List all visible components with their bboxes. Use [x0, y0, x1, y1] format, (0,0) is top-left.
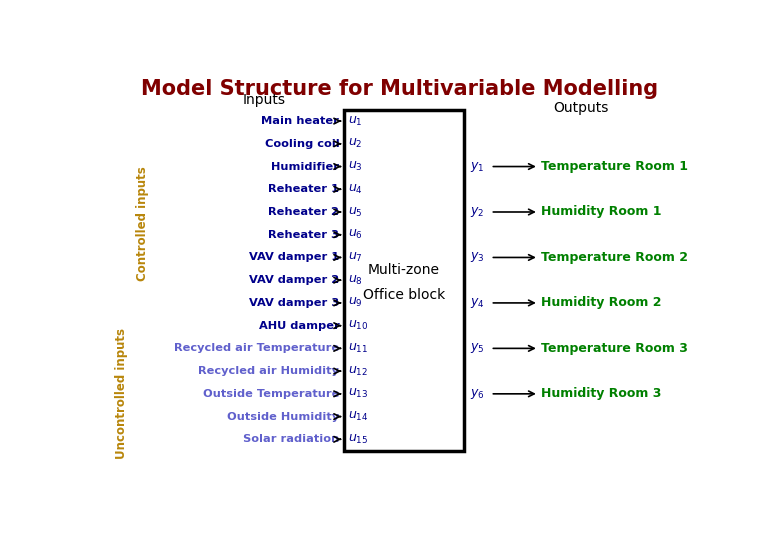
Text: Humidity Room 3: Humidity Room 3	[541, 387, 661, 400]
Text: $u_{9}$: $u_{9}$	[349, 296, 363, 309]
Text: Reheater 1: Reheater 1	[268, 184, 339, 194]
Text: $u_{10}$: $u_{10}$	[349, 319, 369, 332]
Text: $u_{2}$: $u_{2}$	[349, 137, 363, 150]
Text: $u_{13}$: $u_{13}$	[349, 387, 369, 400]
Text: $u_{1}$: $u_{1}$	[349, 114, 363, 127]
Text: Temperature Room 3: Temperature Room 3	[541, 342, 687, 355]
Text: $u_{11}$: $u_{11}$	[349, 342, 369, 355]
Bar	[344, 110, 464, 451]
Text: AHU damper: AHU damper	[258, 321, 339, 330]
Text: $y_{3}$: $y_{3}$	[470, 251, 485, 265]
Text: Model Structure for Multivariable Modelling: Model Structure for Multivariable Modell…	[141, 79, 658, 99]
Text: $u_{14}$: $u_{14}$	[349, 410, 369, 423]
Text: $y_{1}$: $y_{1}$	[470, 159, 485, 173]
Text: Multi-zone: Multi-zone	[368, 263, 440, 277]
Text: $u_{7}$: $u_{7}$	[349, 251, 363, 264]
Text: Temperature Room 1: Temperature Room 1	[541, 160, 688, 173]
Text: $u_{4}$: $u_{4}$	[349, 183, 363, 196]
Text: $u_{6}$: $u_{6}$	[349, 228, 363, 241]
Text: VAV damper 2: VAV damper 2	[249, 275, 339, 285]
Text: Uncontrolled inputs: Uncontrolled inputs	[115, 328, 128, 460]
Text: $y_{2}$: $y_{2}$	[470, 205, 485, 219]
Text: Main heater: Main heater	[261, 116, 339, 126]
Text: Humidifier: Humidifier	[271, 161, 339, 172]
Text: Outputs: Outputs	[554, 102, 608, 116]
Text: Reheater 2: Reheater 2	[268, 207, 339, 217]
Text: Humidity Room 2: Humidity Room 2	[541, 296, 661, 309]
Text: Humidity Room 1: Humidity Room 1	[541, 206, 661, 219]
Text: $u_{5}$: $u_{5}$	[349, 205, 363, 219]
Text: $u_{3}$: $u_{3}$	[349, 160, 363, 173]
Text: $y_{4}$: $y_{4}$	[470, 296, 485, 310]
Text: Office block: Office block	[363, 288, 445, 302]
Text: Outside Humidity: Outside Humidity	[227, 411, 339, 422]
Text: $u_{15}$: $u_{15}$	[349, 433, 369, 446]
Text: Reheater 3: Reheater 3	[268, 230, 339, 240]
Text: $u_{12}$: $u_{12}$	[349, 364, 368, 377]
Text: Outside Temperature: Outside Temperature	[203, 389, 339, 399]
Text: Recycled air Humidity: Recycled air Humidity	[198, 366, 339, 376]
Text: Temperature Room 2: Temperature Room 2	[541, 251, 688, 264]
Text: VAV damper 3: VAV damper 3	[249, 298, 339, 308]
Text: Recycled air Temperature: Recycled air Temperature	[174, 343, 339, 353]
Text: $y_{5}$: $y_{5}$	[470, 341, 485, 355]
Text: $y_{6}$: $y_{6}$	[470, 387, 485, 401]
Text: Inputs: Inputs	[243, 93, 285, 107]
Text: Solar radiation: Solar radiation	[243, 434, 339, 444]
Text: $u_{8}$: $u_{8}$	[349, 274, 363, 287]
Text: Cooling coil: Cooling coil	[264, 139, 339, 149]
Text: Controlled inputs: Controlled inputs	[136, 166, 149, 281]
Text: VAV damper 1: VAV damper 1	[249, 253, 339, 262]
